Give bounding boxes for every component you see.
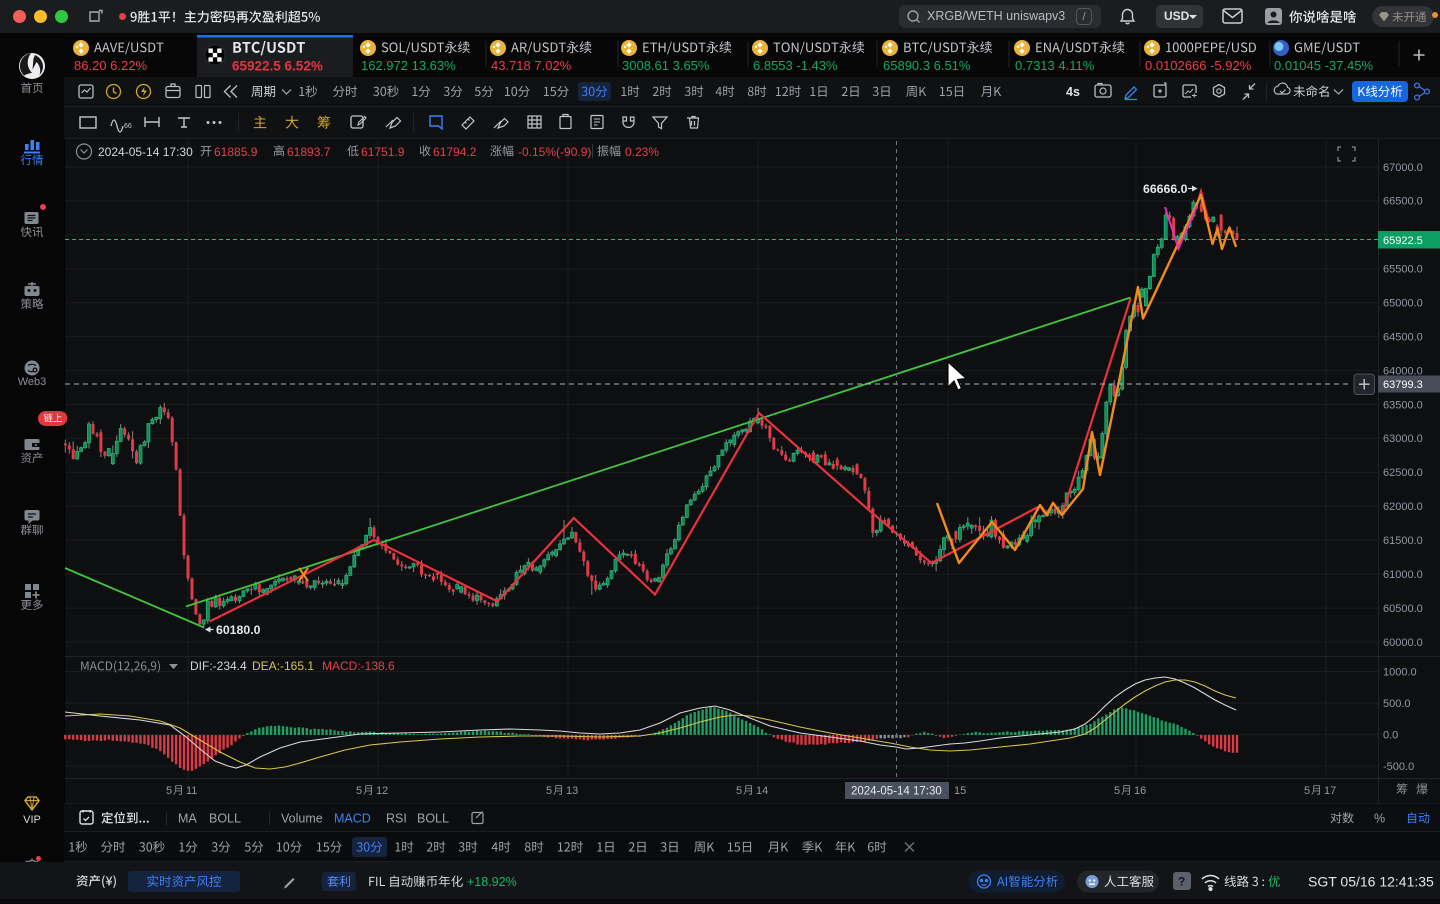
svg-text:DIF:-234.4: DIF:-234.4 [190, 659, 247, 673]
svg-text:Volume: Volume [281, 812, 323, 826]
svg-text:12: 12 [376, 785, 388, 797]
svg-text:65000.0: 65000.0 [1383, 298, 1423, 310]
svg-text:BOLL: BOLL [209, 812, 241, 826]
svg-text:0.23%: 0.23% [625, 145, 659, 159]
svg-text:5: 5 [1114, 785, 1120, 797]
svg-text:RSI: RSI [386, 812, 407, 826]
svg-text:61000.0: 61000.0 [1383, 569, 1423, 581]
svg-text:15: 15 [954, 785, 966, 797]
svg-text:63500.0: 63500.0 [1383, 399, 1423, 411]
svg-text:65922.5 6.52%: 65922.5 6.52% [232, 59, 323, 74]
svg-text:0.01045 -37.45%: 0.01045 -37.45% [1274, 58, 1373, 73]
svg-text:2024-05-14 17:30: 2024-05-14 17:30 [98, 145, 193, 159]
svg-text:67000.0: 67000.0 [1383, 162, 1423, 174]
svg-text:5: 5 [166, 785, 172, 797]
svg-text:66500.0: 66500.0 [1383, 196, 1423, 208]
svg-text:63799.3: 63799.3 [1383, 379, 1423, 391]
svg-text:65500.0: 65500.0 [1383, 264, 1423, 276]
svg-text:%: % [1374, 812, 1385, 826]
svg-text:61794.2: 61794.2 [433, 145, 477, 159]
svg-text:?: ? [1178, 875, 1185, 889]
svg-text:SGT 05/16 12:41:35: SGT 05/16 12:41:35 [1308, 874, 1434, 890]
svg-text:61500.0: 61500.0 [1383, 535, 1423, 547]
svg-text:0.0102666 -5.92%: 0.0102666 -5.92% [1145, 58, 1252, 73]
svg-text:-0.15%(-90.9): -0.15%(-90.9) [518, 145, 591, 159]
svg-text:60180.0: 60180.0 [216, 623, 261, 637]
svg-text:61893.7: 61893.7 [287, 145, 331, 159]
svg-text:64500.0: 64500.0 [1383, 331, 1423, 343]
svg-text:3008.61 3.65%: 3008.61 3.65% [622, 58, 710, 73]
svg-text:63000.0: 63000.0 [1383, 433, 1423, 445]
svg-text:0.7313 4.11%: 0.7313 4.11% [1015, 58, 1095, 73]
svg-text:61885.9: 61885.9 [214, 145, 258, 159]
svg-text:5: 5 [1304, 785, 1310, 797]
svg-text:4s: 4s [1066, 85, 1080, 99]
svg-text:+18.92%: +18.92% [467, 875, 517, 889]
svg-text:60500.0: 60500.0 [1383, 603, 1423, 615]
svg-text:6.8553 -1.43%: 6.8553 -1.43% [753, 58, 838, 73]
svg-text:62500.0: 62500.0 [1383, 467, 1423, 479]
svg-text:60000.0: 60000.0 [1383, 637, 1423, 649]
svg-text:66666.0: 66666.0 [1143, 182, 1188, 196]
svg-text:43.718 7.02%: 43.718 7.02% [491, 58, 572, 73]
svg-text:MA: MA [178, 812, 197, 826]
svg-text:-500.0: -500.0 [1383, 761, 1414, 773]
svg-text:1000.0: 1000.0 [1383, 666, 1417, 678]
svg-text:65890.3 6.51%: 65890.3 6.51% [883, 58, 971, 73]
svg-text:61751.9: 61751.9 [361, 145, 405, 159]
svg-text:500.0: 500.0 [1383, 698, 1411, 710]
svg-text:BOLL: BOLL [417, 812, 449, 826]
svg-text:5: 5 [356, 785, 362, 797]
svg-text:13: 13 [566, 785, 578, 797]
svg-text:65922.5: 65922.5 [1383, 235, 1423, 247]
svg-text:5: 5 [546, 785, 552, 797]
svg-text:16: 16 [1134, 785, 1146, 797]
svg-text:0.0: 0.0 [1383, 729, 1398, 741]
svg-text:MACD:-138.6: MACD:-138.6 [322, 659, 395, 673]
svg-text:5: 5 [736, 785, 742, 797]
svg-text:86.20 6.22%: 86.20 6.22% [74, 58, 147, 73]
svg-text:DEA:-165.1: DEA:-165.1 [252, 659, 314, 673]
svg-text:11: 11 [186, 785, 197, 797]
svg-text:17: 17 [1324, 785, 1336, 797]
svg-text:64000.0: 64000.0 [1383, 365, 1423, 377]
svg-text:62000.0: 62000.0 [1383, 501, 1423, 513]
svg-text:162.972 13.63%: 162.972 13.63% [361, 58, 456, 73]
svg-text:14: 14 [756, 785, 768, 797]
svg-text:MACD: MACD [334, 812, 371, 826]
svg-text:66: 66 [124, 123, 132, 130]
svg-text:2024-05-14 17:30: 2024-05-14 17:30 [851, 786, 942, 798]
